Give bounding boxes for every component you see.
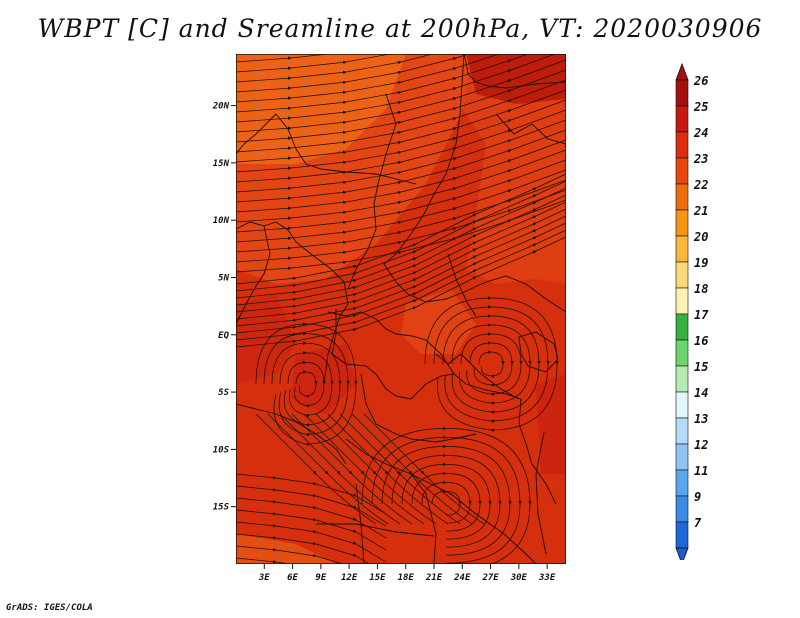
colorbar-segment <box>675 105 689 133</box>
lat-tick-label: 10S <box>213 445 230 455</box>
colorbar-label: 16 <box>694 334 708 348</box>
colorbar-top-arrow <box>675 62 689 81</box>
streamline-southwest <box>236 533 371 564</box>
lon-tick-label: 9E <box>315 573 326 583</box>
colorbar-label: 26 <box>693 74 708 88</box>
streamline-southwest <box>236 557 357 564</box>
streamline-south-central <box>303 413 425 525</box>
colorbar-segment <box>675 261 689 289</box>
lon-tick-label: 3E <box>258 573 270 583</box>
lon-tick-label: 27E <box>481 573 499 583</box>
map-panel <box>235 53 567 565</box>
colorbar-label: 24 <box>693 126 708 140</box>
streamline-southwest <box>236 521 387 563</box>
lon-tick-label: 21E <box>425 573 443 583</box>
grads-credit: GrADS: IGES/COLA <box>6 603 93 613</box>
streamline-south-central <box>255 413 377 525</box>
colorbar-label: 21 <box>693 204 708 218</box>
colorbar-label: 13 <box>694 412 708 426</box>
map-title: WBPT [C] and Sreamline at 200hPa, VT: 20… <box>37 14 763 43</box>
lat-tick-label: 5N <box>218 273 229 283</box>
streamline-south-central <box>279 413 401 525</box>
streamlines <box>236 54 566 564</box>
streamline-south-central <box>315 413 437 525</box>
colorbar-segment <box>675 391 689 419</box>
colorbar-segment <box>675 495 689 523</box>
map-svg <box>235 53 567 565</box>
lat-tick-label: EQ <box>218 331 229 341</box>
colorbar: 26 25 24 23 22 21 20 19 18 17 16 15 14 13 12 11 9 7 <box>672 60 722 566</box>
streamline-gyre-west <box>255 322 358 447</box>
colorbar-label: 14 <box>694 386 708 400</box>
streamline-southwest <box>236 485 387 527</box>
colorbar-label: 25 <box>693 100 708 114</box>
streamline-southwest <box>236 509 387 551</box>
streamline-central <box>236 236 566 348</box>
colorbar-segment <box>675 443 689 471</box>
colorbar-label: 18 <box>694 282 708 296</box>
colorbar-svg: 26 25 24 23 22 21 20 19 18 17 16 15 14 13 12 11 9 7 <box>675 62 709 566</box>
colorbar-segment <box>675 157 689 185</box>
colorbar-segment <box>675 79 689 107</box>
streamline-southwest <box>236 497 387 539</box>
colorbar-segment <box>675 365 689 393</box>
lon-tick-label: 6E <box>287 573 298 583</box>
colorbar-label: 19 <box>694 256 708 270</box>
colorbar-segment <box>675 417 689 445</box>
streamline-southwest <box>236 473 387 515</box>
lat-tick-label: 10N <box>213 216 230 226</box>
colorbar-label: 23 <box>693 152 708 166</box>
colorbar-label: 11 <box>694 464 708 478</box>
colorbar-segment <box>675 469 689 497</box>
lon-tick-label: 24E <box>453 573 471 583</box>
lat-tick-label: 20N <box>212 102 230 112</box>
lon-tick-label: 33E <box>538 573 556 583</box>
colorbar-label: 15 <box>694 360 708 374</box>
streamline-south-central <box>267 413 389 525</box>
streamline-gyre-east <box>424 296 559 432</box>
colorbar-segment <box>675 287 689 315</box>
colorbar-segment <box>675 521 689 549</box>
colorbar-segment <box>675 131 689 159</box>
longitude-axis: 3E 6E 9E 12E 15E 18E 21E 24E 27E 30E 33E <box>258 564 556 583</box>
streamline-south-central <box>291 413 413 525</box>
lat-tick-label: 15S <box>213 503 230 513</box>
lon-tick-label: 12E <box>341 573 358 583</box>
colorbar-segment <box>675 235 689 263</box>
lon-tick-label: 30E <box>510 573 528 583</box>
colorbar-label: 20 <box>693 230 708 244</box>
hot-patch-coast <box>236 294 296 384</box>
lat-tick-label: 15N <box>213 159 230 169</box>
colorbar-segment <box>675 339 689 367</box>
lat-tick-label: 5S <box>218 388 229 398</box>
streamline-south-central <box>339 413 461 525</box>
latitude-axis: 20N 15N 10N 5N EQ 5S 10S 15S <box>212 102 236 513</box>
streamline-gyre-south <box>361 426 532 564</box>
streamline-south-central <box>363 413 485 525</box>
colorbar-segment <box>675 209 689 237</box>
colorbar-label: 9 <box>694 490 701 504</box>
hot-patch-east <box>536 374 566 474</box>
streamline-south-central <box>351 413 473 525</box>
streamline-south-central <box>327 413 449 525</box>
colorbar-label: 17 <box>694 308 709 322</box>
lon-tick-label: 15E <box>369 573 386 583</box>
colorbar-segment <box>675 183 689 211</box>
colorbar-bottom-arrow <box>675 547 689 566</box>
colorbar-label: 22 <box>693 178 708 192</box>
colorbar-label: 12 <box>694 438 708 452</box>
colorbar-segment <box>675 313 689 341</box>
lon-tick-label: 18E <box>398 573 415 583</box>
colorbar-label: 7 <box>694 516 702 530</box>
streamline-southwest <box>236 545 357 564</box>
